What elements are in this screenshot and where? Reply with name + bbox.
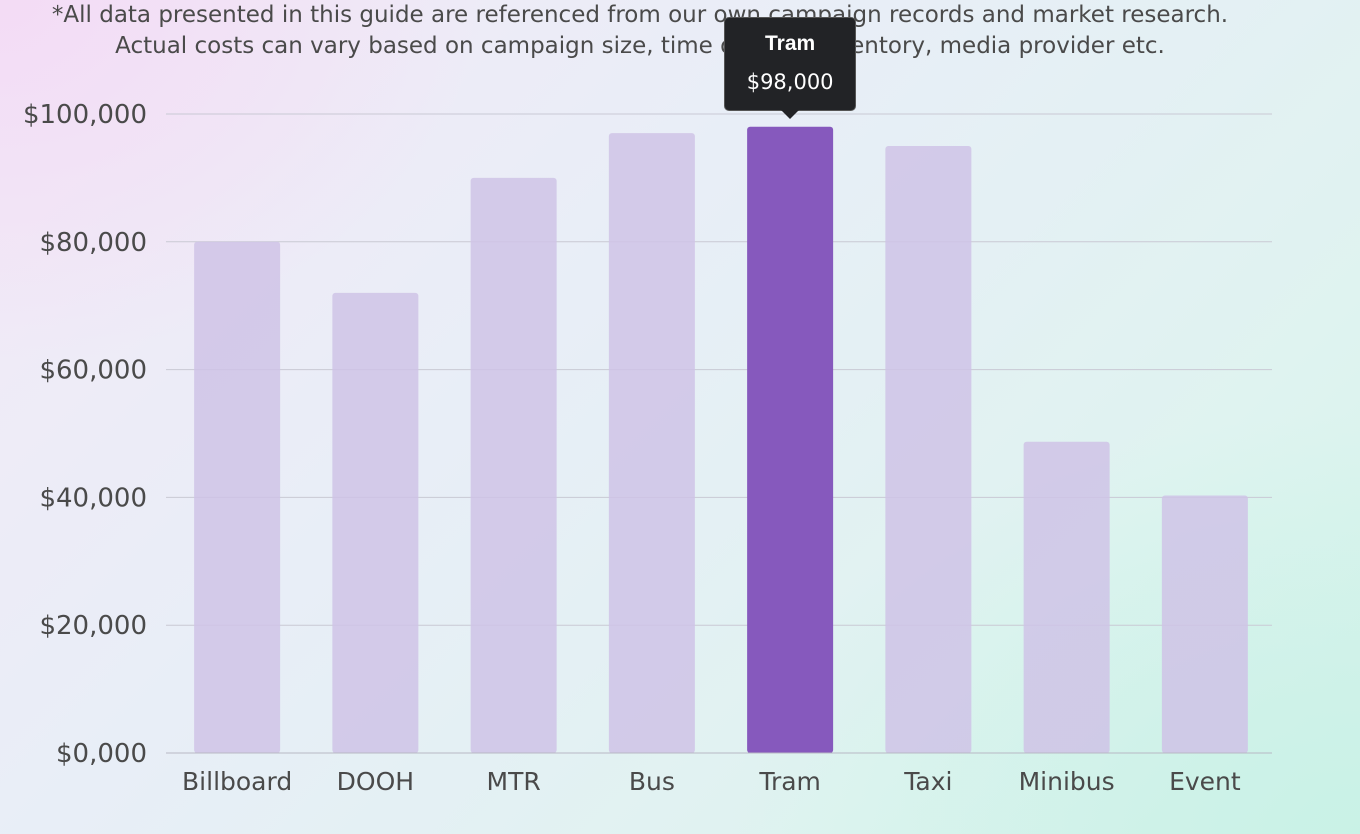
y-tick-label: $40,000	[39, 483, 147, 513]
x-category-label: Taxi	[903, 767, 952, 796]
bar-bus[interactable]	[608, 133, 695, 754]
tooltip-title: Tram	[765, 31, 816, 55]
y-tick-label: $100,000	[23, 100, 147, 130]
chart-tooltip: Tram $98,000	[724, 16, 857, 119]
y-tick-label: $20,000	[39, 611, 147, 641]
bar-minibus[interactable]	[1023, 441, 1110, 753]
disclaimer-note: *All data presented in this guide are re…	[0, 0, 1280, 62]
tooltip-value: $98,000	[746, 69, 834, 94]
x-category-label: Event	[1169, 767, 1241, 796]
bar-dooh[interactable]	[332, 292, 419, 753]
bar-tram[interactable]	[747, 126, 834, 753]
bar-mtr[interactable]	[470, 177, 557, 753]
bar-taxi[interactable]	[885, 145, 972, 753]
disclaimer-line-2: Actual costs can vary based on campaign …	[115, 33, 1165, 59]
bar-billboard[interactable]	[194, 241, 281, 754]
disclaimer-line-1: *All data presented in this guide are re…	[51, 2, 1229, 28]
y-tick-label: $80,000	[39, 228, 147, 258]
x-category-label: Billboard	[182, 767, 292, 796]
x-category-label: Bus	[629, 767, 675, 796]
x-category-label: Tram	[758, 767, 821, 796]
x-category-label: Minibus	[1019, 767, 1115, 796]
x-category-label: MTR	[487, 767, 541, 796]
y-tick-label: $0,000	[56, 739, 147, 769]
tooltip-arrow	[781, 109, 800, 119]
x-category-label: DOOH	[337, 767, 414, 796]
bar-event[interactable]	[1161, 495, 1248, 753]
y-tick-label: $60,000	[39, 356, 147, 386]
